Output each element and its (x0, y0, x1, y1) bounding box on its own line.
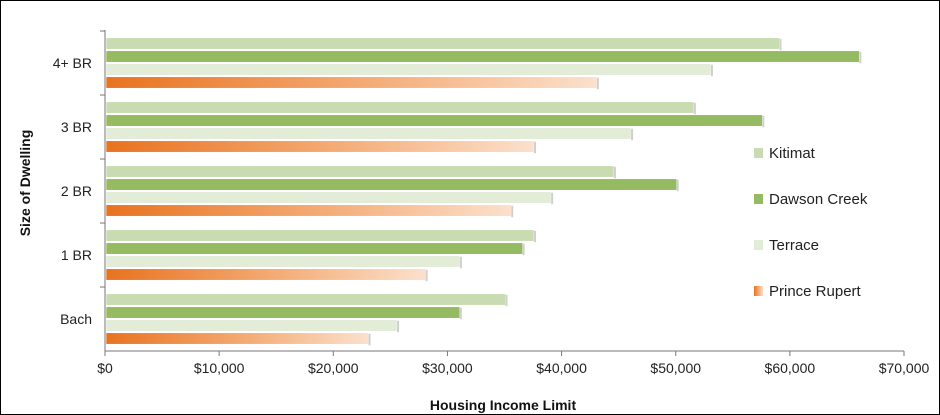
bar-bach-prince-rupert (105, 332, 369, 345)
legend-label-dawson-creek: Dawson Creek (769, 191, 868, 208)
bar-shadow-2-br-prince-rupert (511, 205, 514, 218)
x-tick-label-3: $30,000 (422, 360, 473, 376)
x-axis-title: Housing Income Limit (430, 397, 577, 413)
bar-shadow-4-br-terrace (710, 64, 713, 77)
x-tick-label-4: $40,000 (536, 360, 587, 376)
bar-4-br-dawson-creek (105, 50, 860, 63)
legend-label-kitimat: Kitimat (769, 145, 816, 162)
bar-bach-terrace (105, 319, 398, 332)
bar-shadow-4-br-kitimat (779, 38, 782, 51)
bar-4-br-prince-rupert (105, 76, 598, 89)
y-tick-label-1-br: 1 BR (61, 247, 92, 263)
bar-shadow-2-br-dawson-creek (676, 179, 679, 192)
legend-label-prince-rupert: Prince Rupert (769, 283, 862, 300)
bar-2-br-terrace (105, 191, 552, 204)
bar-1-br-terrace (105, 255, 461, 268)
bar-shadow-3-br-prince-rupert (534, 141, 537, 154)
bar-bach-dawson-creek (105, 306, 461, 319)
bar-shadow-3-br-terrace (631, 128, 634, 141)
y-tick-label-bach: Bach (60, 311, 92, 327)
bar-shadow-bach-terrace (397, 320, 400, 333)
bar-shadow-bach-dawson-creek (459, 307, 462, 320)
x-tick-label-7: $70,000 (879, 360, 930, 376)
bar-1-br-dawson-creek (105, 242, 523, 255)
x-tick-label-0: $0 (97, 360, 113, 376)
bar-3-br-prince-rupert (105, 140, 535, 153)
bar-2-br-dawson-creek (105, 178, 678, 191)
bars-layer (105, 37, 862, 346)
y-tick-label-4-br: 4+ BR (53, 55, 92, 71)
x-tick-label-5: $50,000 (650, 360, 701, 376)
legend: Kitimat Dawson Creek Terrace Prince Rupert (754, 145, 868, 300)
bar-shadow-bach-prince-rupert (368, 333, 371, 346)
bar-shadow-1-br-prince-rupert (425, 269, 428, 282)
bar-2-br-kitimat (105, 165, 615, 178)
bar-1-br-prince-rupert (105, 268, 426, 281)
y-tick-label-3-br: 3 BR (61, 119, 92, 135)
bar-3-br-terrace (105, 127, 632, 140)
bar-shadow-2-br-kitimat (613, 166, 616, 179)
bar-shadow-1-br-dawson-creek (522, 243, 525, 256)
legend-swatch-prince-rupert (754, 286, 763, 296)
x-tick-label-1: $10,000 (194, 360, 245, 376)
bar-shadow-4-br-dawson-creek (859, 51, 862, 64)
bar-shadow-1-br-kitimat (534, 230, 537, 243)
x-tick-label-6: $60,000 (765, 360, 816, 376)
bar-shadow-3-br-dawson-creek (762, 115, 765, 128)
legend-swatch-terrace (754, 240, 763, 250)
bar-shadow-bach-kitimat (505, 294, 508, 307)
bar-1-br-kitimat (105, 229, 535, 242)
bar-4-br-terrace (105, 63, 712, 76)
legend-swatch-kitimat (754, 148, 763, 158)
bar-shadow-3-br-kitimat (693, 102, 696, 115)
legend-label-terrace: Terrace (769, 237, 819, 254)
bar-shadow-2-br-terrace (551, 192, 554, 205)
legend-swatch-dawson-creek (754, 194, 763, 204)
axes-layer: Bach 1 BR 2 BR 3 BR 4+ BR $0 $10,000 $20,000 $30… (53, 30, 930, 376)
bar-4-br-kitimat (105, 37, 780, 50)
y-tick-label-2-br: 2 BR (61, 183, 92, 199)
x-tick-label-2: $20,000 (308, 360, 359, 376)
bar-shadow-1-br-terrace (459, 256, 462, 269)
y-axis-title: Size of Dwelling (17, 130, 33, 237)
bar-3-br-dawson-creek (105, 114, 763, 127)
bar-shadow-4-br-prince-rupert (596, 77, 599, 90)
bar-2-br-prince-rupert (105, 204, 512, 217)
bar-bach-kitimat (105, 293, 506, 306)
bar-3-br-kitimat (105, 101, 695, 114)
